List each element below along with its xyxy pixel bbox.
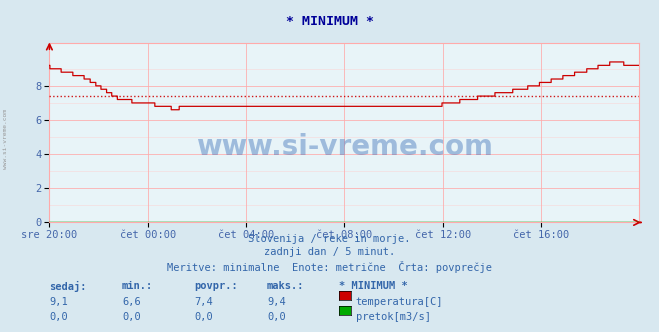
Text: povpr.:: povpr.: — [194, 281, 238, 290]
Text: www.si-vreme.com: www.si-vreme.com — [3, 110, 8, 169]
Text: 0,0: 0,0 — [122, 312, 140, 322]
Text: temperatura[C]: temperatura[C] — [356, 297, 444, 307]
Text: 6,6: 6,6 — [122, 297, 140, 307]
Text: 9,1: 9,1 — [49, 297, 68, 307]
Text: pretok[m3/s]: pretok[m3/s] — [356, 312, 431, 322]
Text: min.:: min.: — [122, 281, 153, 290]
Text: www.si-vreme.com: www.si-vreme.com — [196, 133, 493, 161]
Text: 9,4: 9,4 — [267, 297, 285, 307]
Text: maks.:: maks.: — [267, 281, 304, 290]
Text: zadnji dan / 5 minut.: zadnji dan / 5 minut. — [264, 247, 395, 257]
Text: * MINIMUM *: * MINIMUM * — [285, 15, 374, 28]
Text: 7,4: 7,4 — [194, 297, 213, 307]
Text: 0,0: 0,0 — [267, 312, 285, 322]
Text: 0,0: 0,0 — [194, 312, 213, 322]
Text: 0,0: 0,0 — [49, 312, 68, 322]
Text: * MINIMUM *: * MINIMUM * — [339, 281, 408, 290]
Text: Meritve: minimalne  Enote: metrične  Črta: povprečje: Meritve: minimalne Enote: metrične Črta:… — [167, 261, 492, 273]
Text: sedaj:: sedaj: — [49, 281, 87, 291]
Text: Slovenija / reke in morje.: Slovenija / reke in morje. — [248, 234, 411, 244]
